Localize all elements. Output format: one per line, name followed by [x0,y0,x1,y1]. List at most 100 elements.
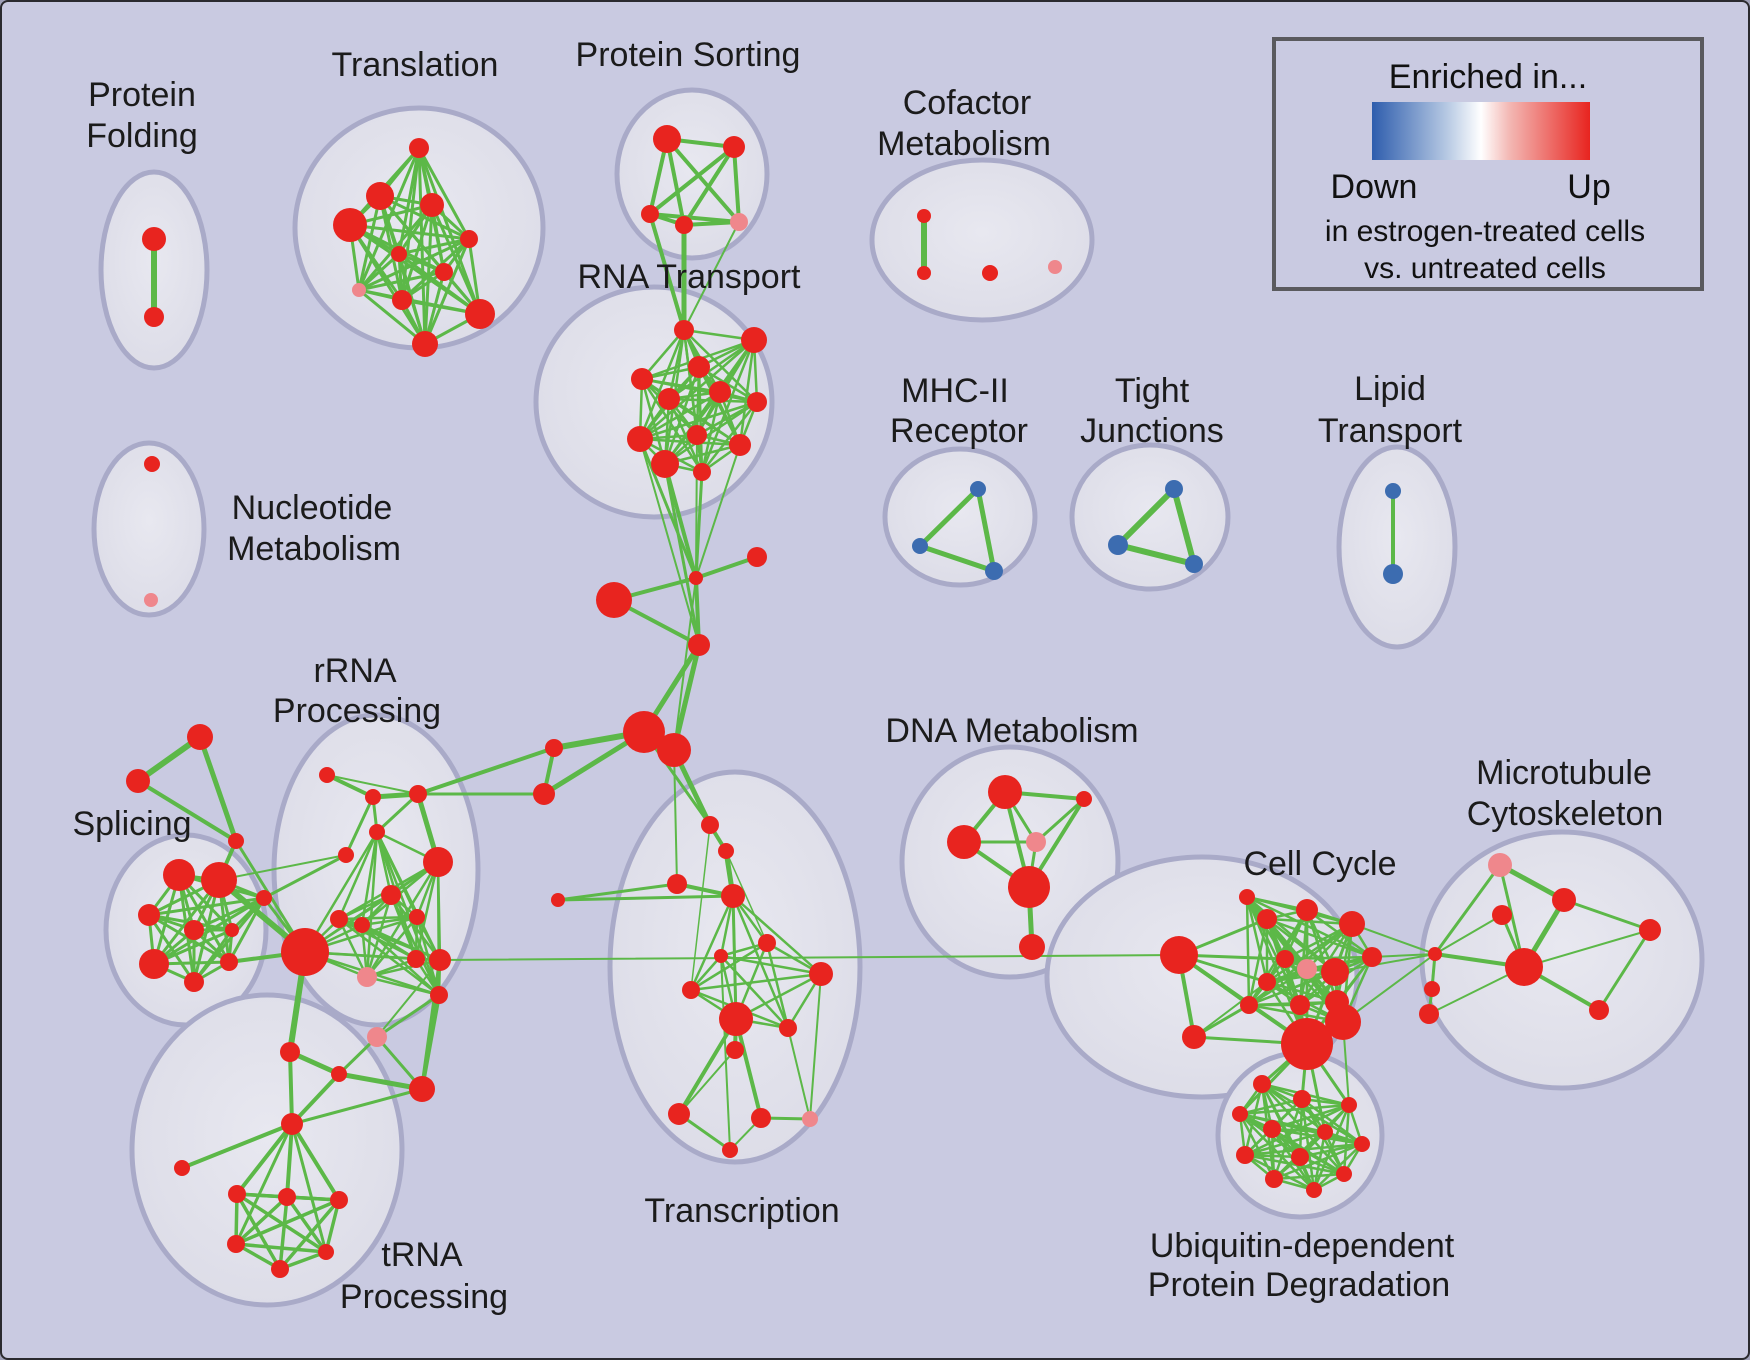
network-edge [639,438,700,646]
network-node-cy13 [1239,889,1255,905]
network-edge [556,894,735,902]
network-edge [1243,1153,1302,1159]
network-node-tn14 [751,1108,771,1128]
network-edge [665,137,741,224]
network-node-cc2 [747,547,767,567]
network-node-dn3 [947,825,981,859]
network-node-ub2 [1293,1090,1311,1108]
network-node-tj2 [1108,535,1128,555]
network-node-tx1 [228,1185,246,1203]
network-node-h3 [331,1066,347,1082]
network-edge [1243,1153,1346,1176]
network-edge [663,400,759,466]
network-edge [376,959,441,1038]
network-node-mt6 [1424,981,1440,997]
network-edge [375,993,441,1039]
network-edge [1238,1103,1351,1116]
network-node-ub1 [1253,1075,1271,1093]
network-edge [694,576,701,647]
network-edge [1193,981,1268,1038]
network-edge [731,894,823,976]
network-node-ub6 [1317,1124,1333,1140]
network-node-cf3 [982,265,998,281]
network-node-tl3 [420,193,444,217]
network-edge [1523,929,1651,968]
network-node-rt6 [709,381,731,403]
network-node-cy4 [1296,899,1318,921]
network-node-mt1 [1488,853,1512,877]
network-node-tl10 [465,299,495,329]
network-node-tx5 [318,1244,334,1260]
cluster-label-cofactor-metabolism-line2: Metabolism [877,125,1051,163]
network-node-cy1 [1160,936,1198,974]
network-edge [234,1242,328,1254]
network-edge [423,237,471,346]
network-edge [689,972,823,992]
network-node-rt11 [651,450,679,478]
network-edge [682,220,741,227]
network-edge [234,1198,341,1246]
network-node-rt2 [741,327,767,353]
network-edge [1171,486,1197,567]
network-node-tj3 [1185,555,1203,573]
cluster-label-cofactor-metabolism-line1: Cofactor [903,84,1032,122]
network-edge [671,642,702,753]
cluster-label-lipid-transport-line2: Transport [1318,412,1463,450]
network-node-ps2 [723,136,745,158]
network-node-cf4 [1048,260,1062,274]
network-node-rt4 [631,368,653,390]
network-node-sp2 [201,862,237,898]
cluster-label-nucleotide-metabolism-line2: Metabolism [227,530,401,568]
network-node-rr10 [407,950,425,968]
network-node-cy11 [1290,995,1310,1015]
network-edge [638,328,686,441]
network-edge [227,896,266,964]
network-edge [732,145,741,224]
network-edge [690,824,711,991]
cluster-label-protein-sorting-line1: Protein Sorting [576,36,801,74]
network-edge [389,893,441,997]
network-edge [262,853,348,900]
network-edge [1312,1142,1364,1192]
cluster-label-protein-folding-line1: Protein [88,76,196,114]
network-node-tl4 [333,208,367,242]
network-node-rt7 [747,392,767,412]
network-edge [1351,923,1436,955]
network-edge [234,1195,289,1246]
network-edge [325,773,375,799]
cluster-ellipse-protein-sorting [614,87,770,261]
network-edge [731,894,738,1021]
network-edge [1115,486,1177,548]
network-edge [375,792,420,834]
network-node-mh1 [970,481,986,497]
network-edge [734,1017,763,1120]
network-edge [1245,895,1337,974]
network-edge [357,288,427,346]
network-node-tn4 [721,884,745,908]
network-node-sp5 [225,923,239,937]
network-edge [677,1017,738,1116]
network-node-ps4 [675,216,693,234]
cluster-label-cell-cycle-line1: Cell Cycle [1243,845,1396,883]
network-node-sm1 [545,739,563,757]
network-edge [197,734,239,844]
network-edge [648,212,741,224]
network-node-tr3 [228,833,244,849]
network-node-rt5 [658,388,680,410]
network-node-dn4 [1026,832,1046,852]
cluster-ellipse-cofactor-metabolism [869,157,1095,323]
network-node-ub10 [1265,1170,1283,1188]
cluster-label-dna-metabolism-line1: DNA Metabolism [885,712,1138,750]
cluster-label-splicing-line1: Splicing [72,805,191,843]
network-node-tl11 [412,331,438,357]
network-node-ub9 [1291,1148,1309,1166]
network-nodes-layer [126,125,1661,1278]
network-node-ub11 [1336,1166,1352,1182]
network-edge [1342,953,1436,1023]
network-edge [1597,928,1652,1012]
network-node-rr13 [330,910,348,928]
network-edge [285,1195,328,1254]
network-node-lone [174,1160,190,1176]
cluster-label-trna-processing-line1: tRNA [381,1236,463,1274]
